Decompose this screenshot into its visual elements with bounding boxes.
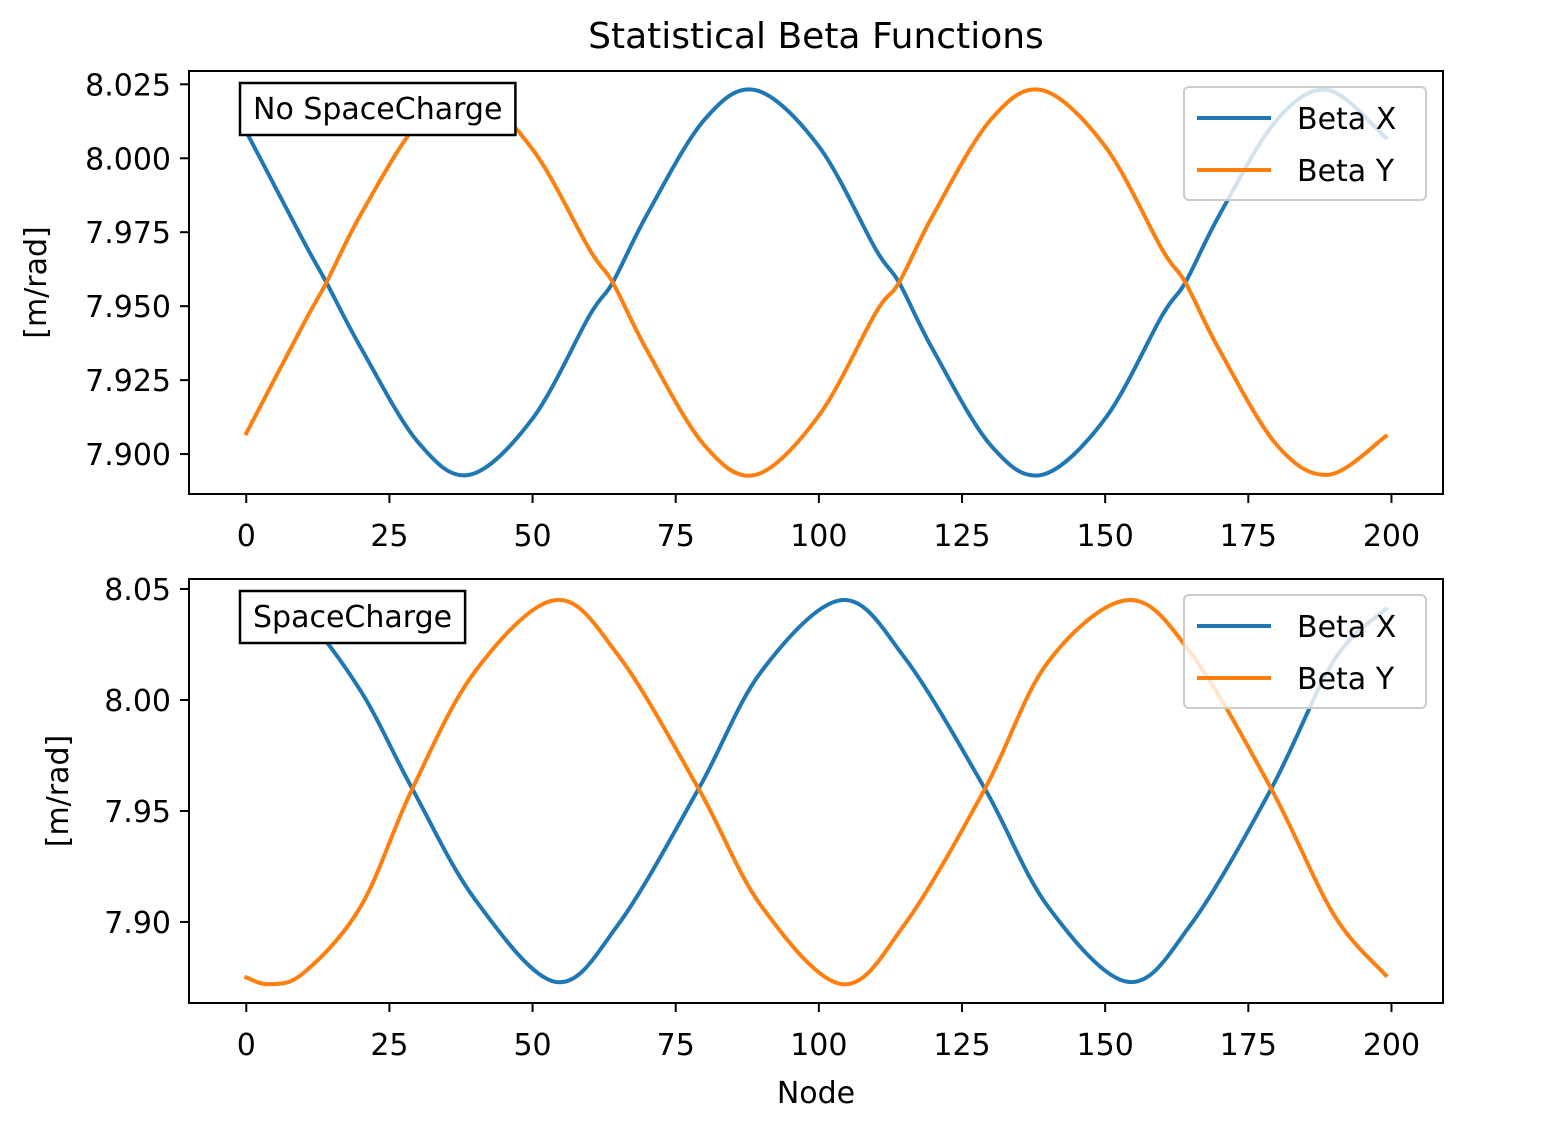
legend: Beta X Beta Y	[1183, 594, 1427, 709]
annotation-box: No SpaceCharge	[238, 81, 517, 137]
y-tick-label: 7.95	[104, 795, 171, 830]
y-tick-label: 8.00	[104, 684, 171, 719]
x-tick-label: 25	[370, 519, 408, 554]
x-tick-label: 150	[1077, 519, 1134, 554]
legend-label: Beta X	[1297, 610, 1396, 645]
y-axis-label: [m/rad]	[19, 226, 54, 339]
subplot-1: 0 25 50 75 100 125 150 175 200 7.900 7.925 7.950 7.9…	[19, 68, 1444, 554]
y-tick-label: 7.90	[104, 906, 171, 941]
y-tick-label: 8.025	[85, 68, 171, 103]
annotation-text: SpaceCharge	[253, 600, 452, 635]
x-tick-label: 0	[237, 1028, 256, 1063]
x-tick-label: 125	[933, 1028, 990, 1063]
x-tick-label: 125	[933, 519, 990, 554]
y-axis-label: [m/rad]	[41, 735, 76, 848]
legend-label: Beta X	[1297, 102, 1396, 137]
x-tick-label: 0	[237, 519, 256, 554]
y-tick-label: 7.975	[85, 216, 171, 251]
annotation-text: No SpaceCharge	[253, 92, 502, 127]
y-tick-label: 8.05	[104, 573, 171, 608]
x-tick-label: 75	[657, 1028, 695, 1063]
x-axis-label: Node	[777, 1076, 855, 1111]
x-tick-label: 200	[1363, 519, 1420, 554]
figure-title: Statistical Beta Functions	[588, 16, 1044, 57]
annotation-box: SpaceCharge	[238, 589, 467, 645]
axes-frame	[188, 578, 1444, 1004]
x-tick-label: 100	[790, 1028, 847, 1063]
x-tick-label: 100	[790, 519, 847, 554]
x-tick-label: 50	[513, 1028, 551, 1063]
legend: Beta X Beta Y	[1183, 86, 1427, 201]
x-tick-label: 75	[657, 519, 695, 554]
axes-frame	[188, 70, 1444, 495]
x-tick-label: 200	[1363, 1028, 1420, 1063]
x-tick-label: 25	[370, 1028, 408, 1063]
legend-label: Beta Y	[1297, 662, 1395, 697]
y-tick-label: 8.000	[85, 142, 171, 177]
series-line-beta-x	[244, 598, 1389, 985]
x-tick-label: 175	[1220, 1028, 1277, 1063]
y-tick-label: 7.950	[85, 290, 171, 325]
x-tick-label: 175	[1220, 519, 1277, 554]
x-tick-label: 50	[513, 519, 551, 554]
x-tick-label: 150	[1077, 1028, 1134, 1063]
y-tick-label: 7.925	[85, 364, 171, 399]
legend-label: Beta Y	[1297, 154, 1395, 189]
panels: 0 25 50 75 100 125 150 175 2007.9007.9257.9507.9…	[19, 68, 1444, 1111]
subplot-2: 0 25 50 75 100 125 150 175 200 7.90 7.95 8.00 8.05 [m…	[41, 573, 1444, 1111]
y-tick-label: 7.900	[85, 438, 171, 473]
